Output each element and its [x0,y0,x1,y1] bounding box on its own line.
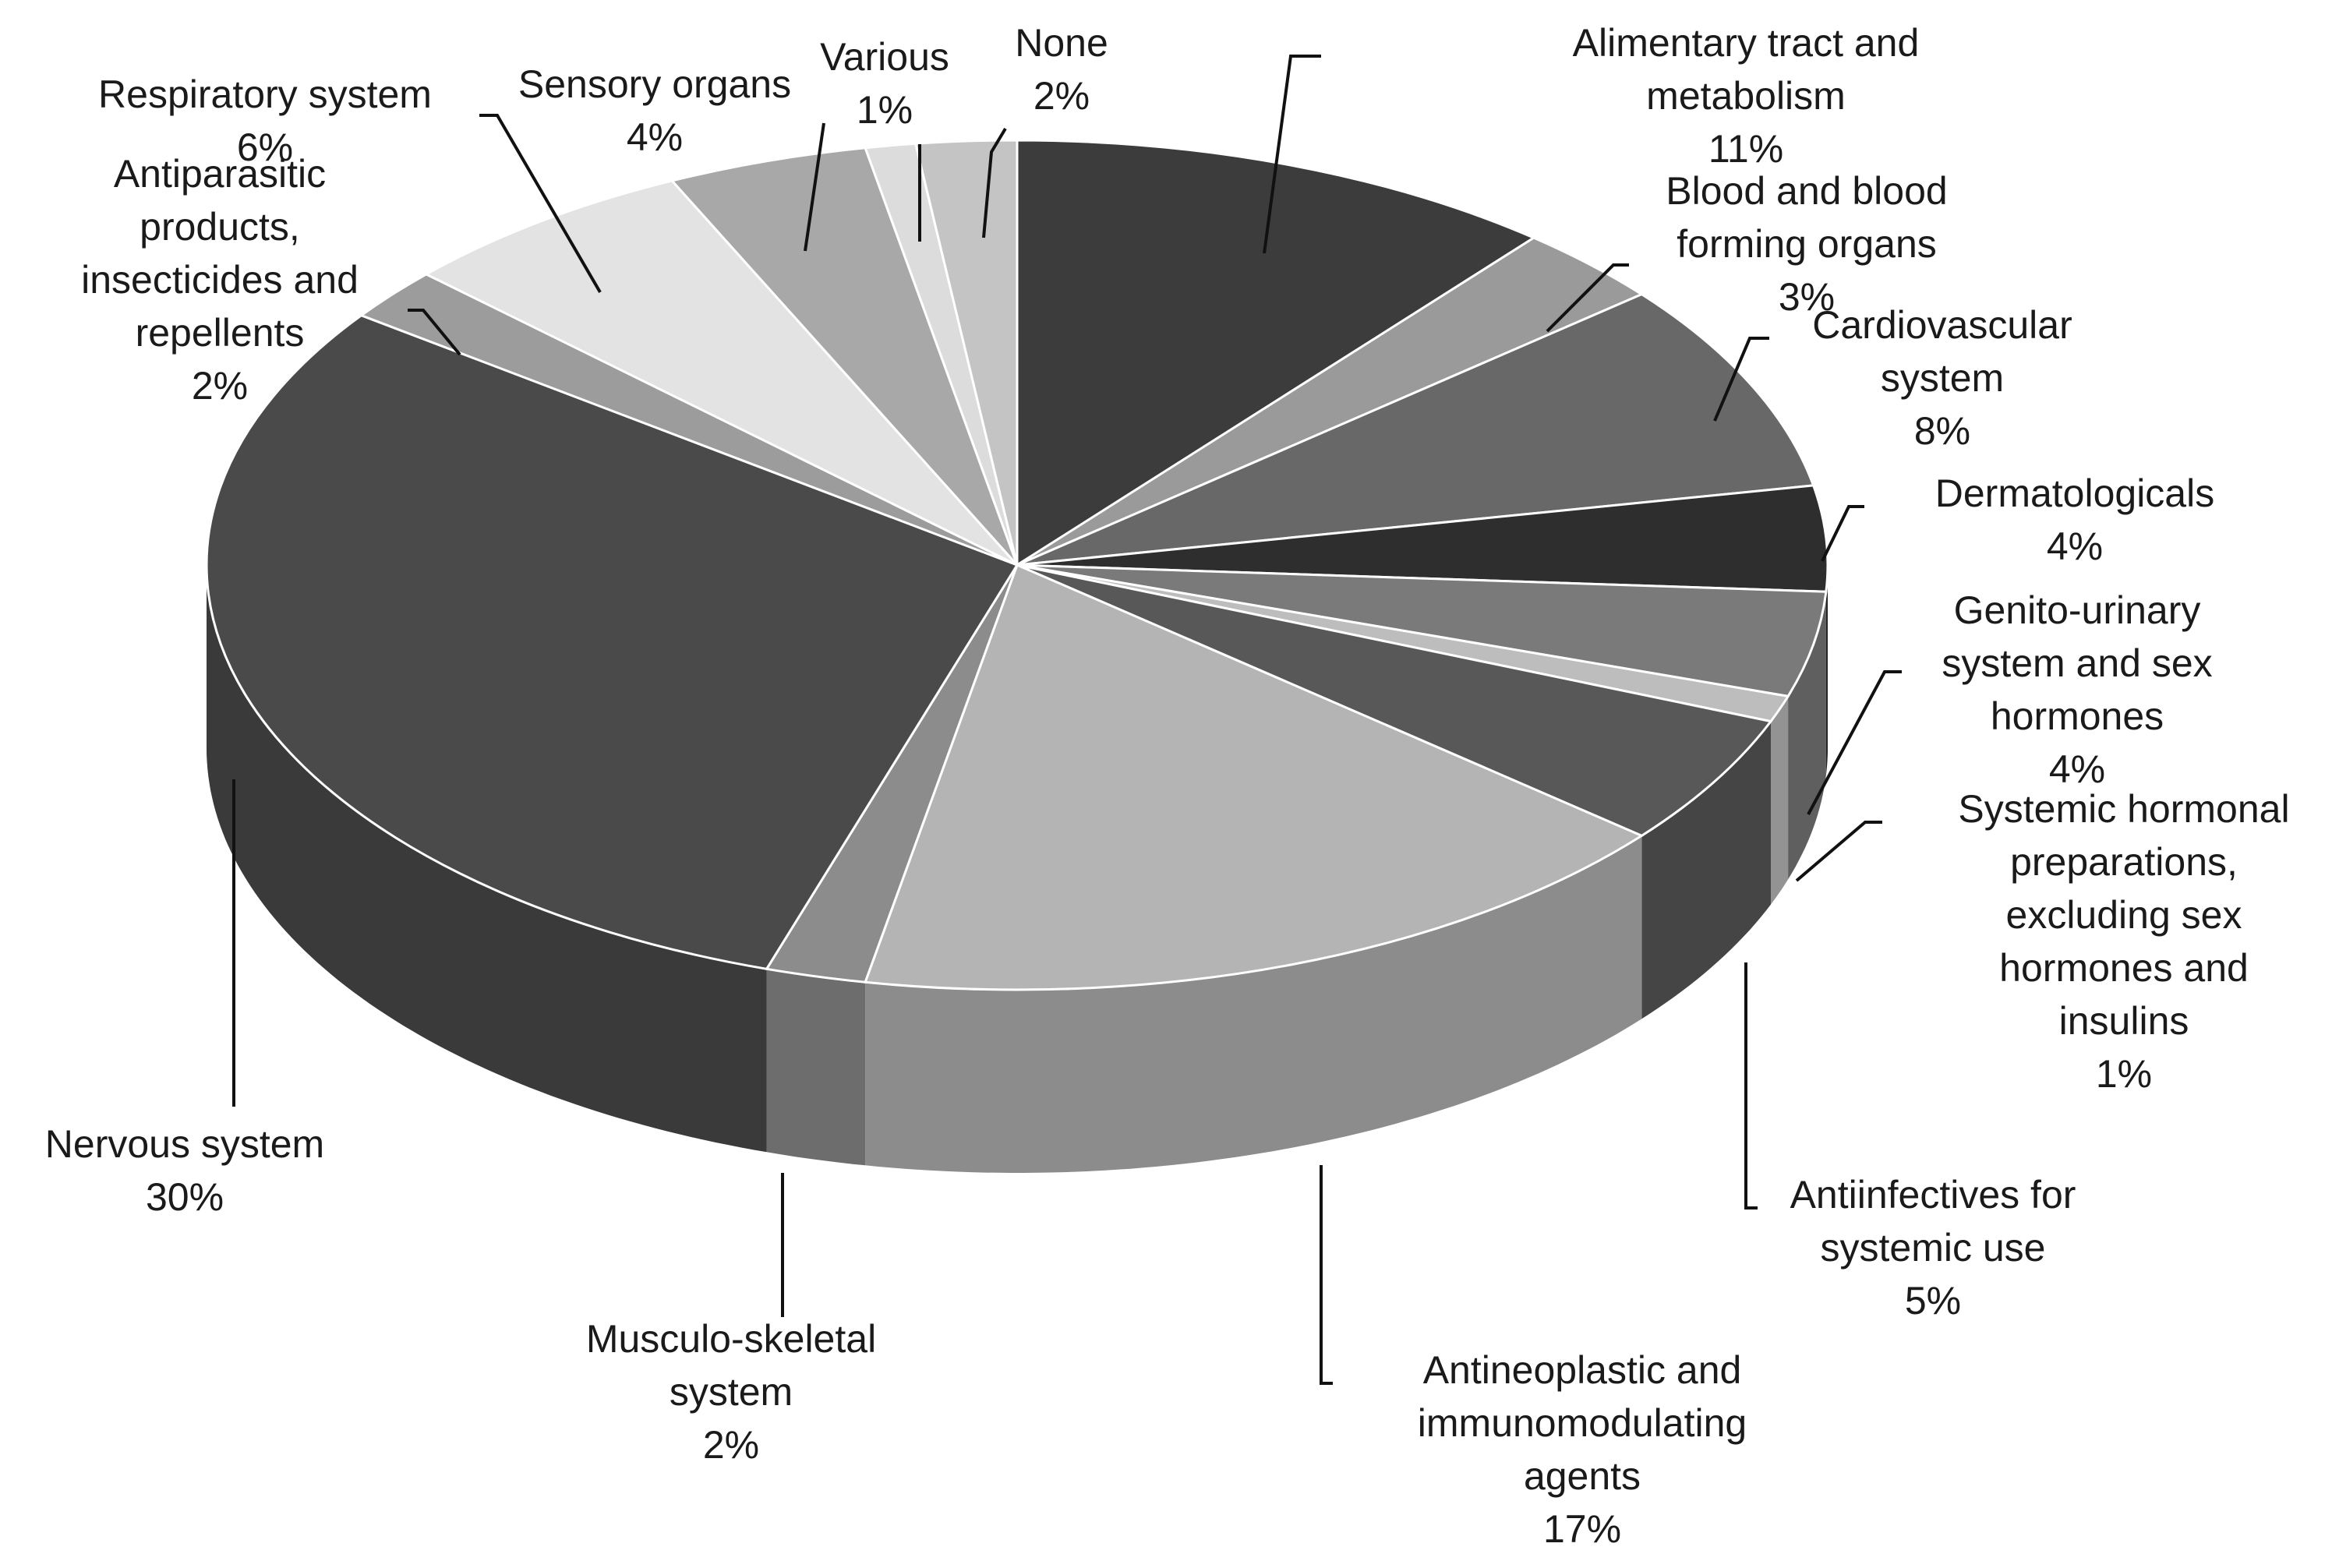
slice-11 [423,179,1019,567]
slice-value-label: 1% [2096,1052,2152,1096]
slice-value-label: 1% [857,88,913,132]
leader-line-10 [408,309,461,356]
slice-label-line: Alimentary tract and [1573,21,1920,65]
pie-slice-tops [205,139,1829,991]
leader-lines [232,55,1902,1385]
slice-label-14: None 2% [1015,21,1108,118]
slice-label-line: hormones [1991,694,2164,738]
slice-side-5 [1771,696,1789,905]
slice-label-line: Sensory organs [518,62,791,106]
slice-label-line: forming organs [1677,222,1937,266]
slice-value-label: 30% [146,1175,224,1219]
slice-value-label: 4% [2049,747,2105,791]
slice-label-line: hormones and [1999,946,2249,990]
slice-label-line: preparations, [2010,840,2238,884]
slice-side-8 [766,969,866,1166]
slice-label-line: agents [1524,1454,1641,1498]
slice-label-line: Genito-urinary [1954,588,2201,632]
slice-label-5: Systemic hormonal preparations, excluding … [1958,787,2289,1096]
pie-side-walls [207,565,1828,1173]
slice-label-line: insulins [2059,999,2189,1043]
slice-label-12: Sensory organs 4% [518,62,791,159]
slice-value-label: 4% [627,115,683,159]
slice-label-line: Nervous system [45,1122,324,1166]
slice-label-0: Alimentary tract and metabolism 11% [1573,21,1920,171]
leader-line-12 [804,122,825,252]
slice-side-4 [1788,592,1826,880]
leader-line-2 [1713,337,1769,422]
slice-label-line: Antiinfectives for [1790,1173,2076,1217]
leader-line-5 [1795,821,1882,882]
slice-7 [864,563,1645,991]
slice-value-label: 2% [703,1423,759,1467]
leader-line-3 [1821,505,1864,562]
slice-label-8: Musculo-skeletal system 2% [586,1317,876,1467]
slice-labels: Alimentary tract and metabolism 11%Blood a… [45,21,2290,1551]
leader-line-11 [479,114,602,294]
slice-3 [1016,484,1829,593]
slice-label-line: Cardiovascular [1812,303,2072,347]
slice-label-line: excluding sex [2006,893,2242,937]
leader-line-7 [1320,1165,1333,1385]
slice-label-11: Respiratory system 6% [98,72,432,169]
slice-label-line: repellents [136,311,305,355]
slice-4 [1016,563,1828,698]
slice-value-label: 8% [1914,409,1970,453]
slice-label-line: Respiratory system [98,72,432,116]
leader-line-0 [1263,55,1321,254]
slice-label-line: system [670,1370,793,1414]
slice-value-label: 17% [1543,1507,1621,1551]
slice-label-line: None [1015,21,1108,65]
slice-value-label: 3% [1779,275,1835,319]
slice-label-6: Antiinfectives for systemic use 5% [1790,1173,2076,1323]
slice-side-9 [207,565,767,1153]
slice-6 [1016,563,1773,838]
slice-value-label: 11% [1708,127,1783,171]
slice-label-2: Cardiovascular system 8% [1812,303,2072,453]
slice-2 [1016,292,1815,567]
slice-label-10: Antiparasitic products, insecticides and re… [81,152,359,408]
slice-label-line: Blood and blood [1666,169,1947,213]
slice-label-line: insecticides and [81,258,359,302]
slice-label-line: metabolism [1646,74,1846,118]
slice-label-line: system and sex [1942,641,2212,685]
slice-value-label: 2% [192,364,248,408]
slice-side-3 [1825,565,1828,775]
slice-14 [913,139,1019,566]
slice-label-line: systemic use [1821,1226,2046,1270]
slice-value-label: 2% [1034,74,1090,118]
slice-label-line: Antineoplastic and [1423,1348,1742,1392]
slice-label-13: Various 1% [820,35,949,132]
slice-label-line: Systemic hormonal [1958,787,2289,831]
slice-label-line: products, [140,205,300,249]
leader-line-4 [1807,670,1902,815]
slice-label-4: Genito-urinary system and sex hormones 4% [1942,588,2212,791]
slice-9 [205,314,1019,970]
slice-label-line: system [1881,356,2004,400]
slice-label-line: Musculo-skeletal [586,1317,876,1361]
slice-label-1: Blood and blood forming organs 3% [1666,169,1947,319]
slice-label-line: Antiparasitic [114,152,326,196]
slice-12 [670,147,1019,567]
slice-label-7: Antineoplastic and immunomodulating agents… [1418,1348,1747,1551]
slice-side-7 [865,835,1642,1173]
slice-value-label: 5% [1905,1279,1961,1323]
slice-0 [1016,139,1537,567]
slice-label-line: immunomodulating [1418,1401,1747,1445]
slice-value-label: 4% [2047,524,2103,568]
leader-line-1 [1546,263,1629,333]
leader-line-14 [982,127,1007,238]
slice-side-6 [1641,721,1771,1019]
slice-label-line: Dermatologicals [1935,471,2214,515]
slice-label-3: Dermatologicals 4% [1935,471,2214,568]
leader-line-6 [1744,962,1758,1210]
slice-label-line: Various [820,35,949,79]
slice-label-9: Nervous system 30% [45,1122,324,1219]
slice-value-label: 6% [237,125,293,169]
